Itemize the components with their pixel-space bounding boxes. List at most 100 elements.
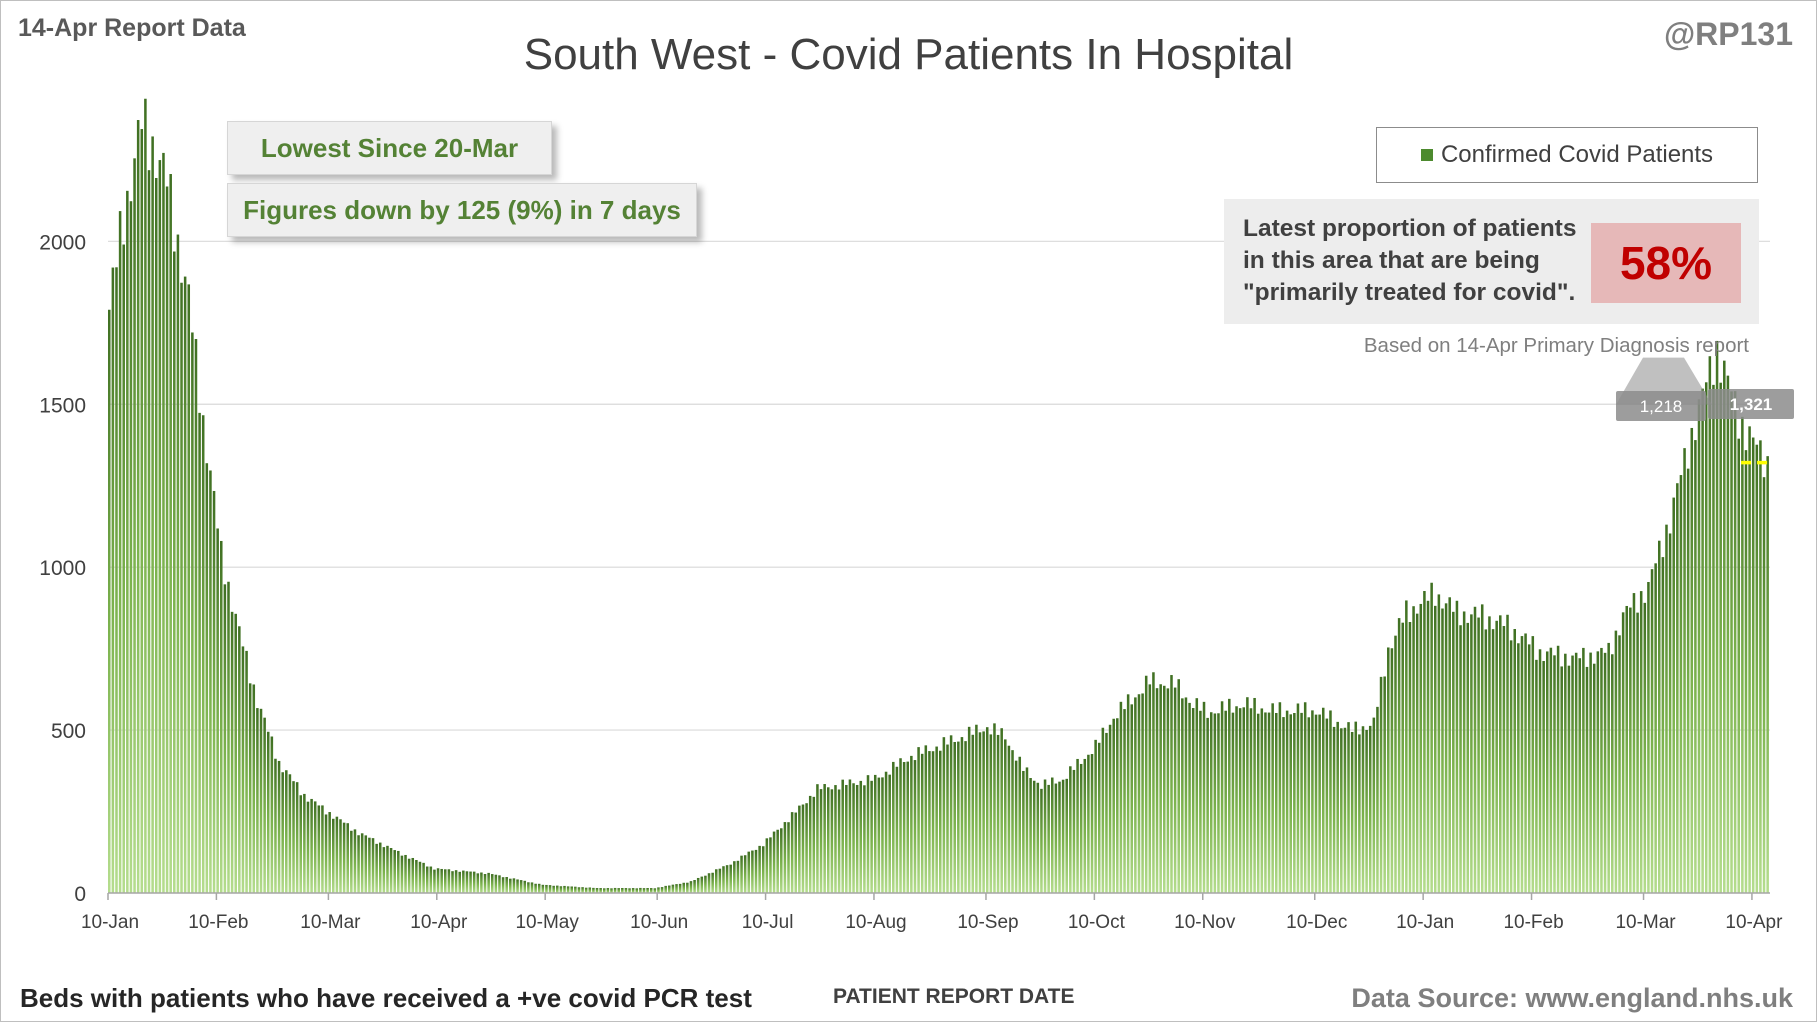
bar xyxy=(1126,694,1130,893)
bar xyxy=(1513,629,1516,893)
bar xyxy=(1560,666,1563,893)
bar xyxy=(624,888,628,893)
bar xyxy=(530,882,534,893)
bar xyxy=(154,177,158,894)
bar xyxy=(939,750,942,893)
bar xyxy=(700,876,704,893)
bar xyxy=(714,869,718,893)
bar xyxy=(1061,779,1065,893)
bar xyxy=(1202,701,1206,893)
bar xyxy=(1054,783,1058,893)
bar xyxy=(1600,647,1603,893)
bar xyxy=(1639,591,1643,893)
bar xyxy=(1321,707,1325,893)
bar xyxy=(1603,652,1607,893)
bar xyxy=(1415,613,1419,893)
bar xyxy=(425,866,429,893)
bar xyxy=(631,888,635,893)
bar xyxy=(1394,635,1397,893)
bar xyxy=(1665,524,1668,893)
x-tick-label: 10-May xyxy=(515,912,579,933)
bar xyxy=(635,888,639,893)
bar xyxy=(357,835,360,893)
bar xyxy=(259,708,263,893)
bar xyxy=(1744,450,1748,893)
bar xyxy=(1433,605,1437,893)
bar xyxy=(1090,754,1094,893)
bar xyxy=(404,854,407,893)
bar xyxy=(220,540,223,893)
bar xyxy=(498,875,501,893)
bar xyxy=(996,734,1000,893)
bar xyxy=(1672,497,1675,893)
y-tick-label: 1000 xyxy=(39,557,86,580)
bar xyxy=(490,874,494,893)
bar xyxy=(902,762,906,893)
bar xyxy=(588,887,592,893)
bar xyxy=(317,805,321,893)
bar xyxy=(1690,427,1694,893)
bar xyxy=(389,848,393,893)
bar xyxy=(545,884,548,893)
bar xyxy=(910,755,913,893)
bar xyxy=(281,772,284,893)
bar xyxy=(866,775,870,893)
x-axis xyxy=(107,892,1770,900)
bar xyxy=(1188,702,1191,893)
bar xyxy=(790,812,794,893)
bar xyxy=(292,781,295,893)
latest-value-label: 1,321 xyxy=(1730,395,1773,414)
bar xyxy=(675,884,678,893)
bar xyxy=(1658,540,1661,893)
bar xyxy=(1025,767,1029,893)
bar xyxy=(1018,756,1022,893)
bar xyxy=(353,829,357,893)
bar xyxy=(339,819,342,893)
bar xyxy=(577,887,581,893)
bar xyxy=(274,758,277,893)
y-tick-label: 0 xyxy=(74,883,86,906)
proportion-source-note: Based on 14-Apr Primary Diagnosis report xyxy=(1363,334,1749,357)
bar xyxy=(509,878,512,893)
bar xyxy=(306,801,310,893)
bar xyxy=(1206,717,1209,893)
bar xyxy=(1238,708,1242,893)
bar xyxy=(899,758,902,893)
bar xyxy=(1596,651,1600,893)
proportion-panel: Latest proportion of patients in this ar… xyxy=(1224,199,1759,324)
bar xyxy=(1108,724,1112,893)
bar xyxy=(328,812,331,893)
bar xyxy=(1271,703,1274,893)
bar xyxy=(613,887,617,893)
bar xyxy=(754,849,758,893)
x-axis-title: PATIENT REPORT DATE xyxy=(833,985,1075,1008)
report-date-label: 14-Apr Report Data xyxy=(18,14,246,42)
bar xyxy=(892,761,895,893)
bar xyxy=(639,887,642,893)
bar xyxy=(483,874,487,893)
bar xyxy=(108,309,111,893)
bar xyxy=(1564,653,1567,893)
bar xyxy=(1303,702,1307,893)
bar xyxy=(303,793,306,893)
bar xyxy=(375,843,378,893)
bar xyxy=(686,882,689,893)
bar xyxy=(971,734,975,893)
bar xyxy=(877,777,881,893)
x-tick-label: 10-Aug xyxy=(845,912,906,933)
bar xyxy=(1574,652,1578,893)
bar xyxy=(1307,717,1311,893)
bar xyxy=(895,766,899,893)
bar xyxy=(1047,784,1050,893)
bar xyxy=(664,885,667,893)
bar xyxy=(1556,645,1560,893)
bar xyxy=(382,847,386,893)
bar xyxy=(1173,687,1177,893)
bar xyxy=(360,833,364,893)
bar xyxy=(173,251,176,893)
bar xyxy=(1686,468,1690,893)
bar xyxy=(1766,456,1769,893)
bar xyxy=(584,887,588,893)
bar xyxy=(1524,633,1527,893)
bar xyxy=(830,789,834,893)
